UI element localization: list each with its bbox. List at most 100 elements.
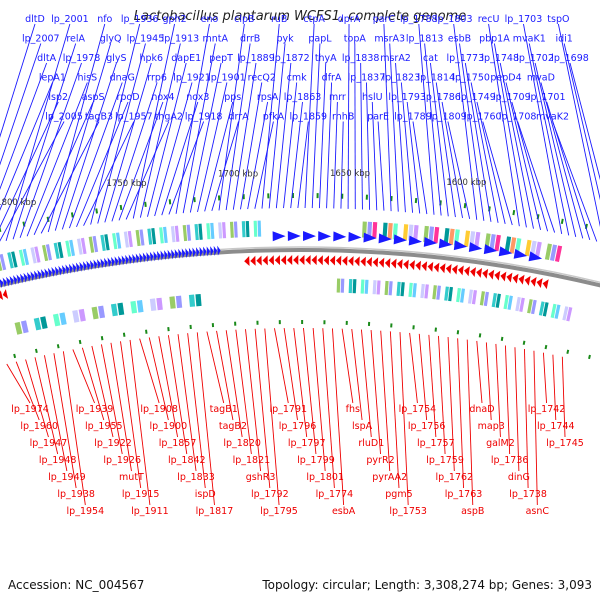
reverse-gene-label: lp_1756 xyxy=(408,421,446,432)
reverse-cog-block xyxy=(448,286,453,302)
forward-gene-label: hslU xyxy=(362,92,383,103)
reverse-gene-label: lp_1922 xyxy=(94,438,132,449)
forward-gene-label: hpk6 xyxy=(139,53,163,64)
reverse-gene-arrow xyxy=(476,267,483,278)
reverse-label-line xyxy=(561,356,566,438)
forward-gene-label: nox3 xyxy=(186,92,209,103)
forward-label-line xyxy=(453,23,478,220)
forward-gene-arrow xyxy=(33,270,38,281)
minor-tick xyxy=(13,353,17,359)
reverse-gene-label: lp_1759 xyxy=(426,455,464,466)
forward-cog-block xyxy=(257,220,262,237)
scale-label: 1700 kbp xyxy=(218,169,258,179)
forward-gene-label: parE xyxy=(367,112,389,123)
reverse-gene-arrow xyxy=(0,290,4,301)
forward-gene-arrow xyxy=(185,248,189,259)
forward-cog-block xyxy=(206,223,211,240)
reverse-gene-arrow xyxy=(366,257,373,268)
forward-cog-block xyxy=(524,239,532,257)
forward-label-line xyxy=(528,43,570,236)
reverse-gene-label: lp_1757 xyxy=(417,438,455,449)
reverse-gene-label: gshR3 xyxy=(246,472,276,483)
forward-gene-arrow xyxy=(348,231,362,242)
forward-cog-block xyxy=(88,236,95,253)
reverse-gene-label: lp_1738 xyxy=(509,489,547,500)
reverse-gene-arrow xyxy=(536,278,543,288)
reverse-gene-arrow xyxy=(378,257,385,268)
forward-gene-arrow xyxy=(363,232,377,243)
forward-gene-arrow xyxy=(61,265,66,275)
forward-label-line xyxy=(0,23,36,138)
reverse-label-line xyxy=(312,328,326,472)
forward-gene-label: lp_1750 xyxy=(452,73,490,84)
forward-cog-block xyxy=(210,222,215,240)
forward-gene-label: esbB xyxy=(448,34,471,45)
reverse-cog-block xyxy=(507,295,513,310)
forward-gene-label: msrA2 xyxy=(380,53,411,64)
reverse-label-line xyxy=(6,363,31,404)
forward-gene-arrow xyxy=(217,245,221,256)
forward-gene-label: rpsA xyxy=(257,92,279,103)
forward-label-line xyxy=(540,82,584,239)
forward-gene-label: clpB xyxy=(234,14,254,25)
forward-gene-arrow xyxy=(188,247,193,258)
minor-tick xyxy=(78,339,82,345)
reverse-gene-label: lp_1799 xyxy=(297,455,335,466)
reverse-gene-label: lp_1763 xyxy=(445,489,483,500)
reverse-label-line xyxy=(120,341,142,489)
forward-label-line xyxy=(347,23,350,209)
forward-gene-arrow xyxy=(79,261,84,272)
forward-cog-block xyxy=(253,220,258,237)
reverse-cog-block xyxy=(97,305,106,319)
forward-cog-block xyxy=(428,226,435,243)
reverse-label-line xyxy=(418,333,428,421)
reverse-cog-block xyxy=(14,321,23,335)
forward-cog-block xyxy=(163,226,168,244)
forward-gene-arrow xyxy=(30,271,35,282)
forward-gene-label: lp_1702 xyxy=(516,53,554,64)
forward-cog-block xyxy=(504,236,512,253)
forward-cog-block xyxy=(53,242,60,259)
reverse-label-line xyxy=(524,348,529,489)
forward-cog-block xyxy=(151,228,157,245)
forward-label-line xyxy=(523,23,563,235)
forward-gene-arrow xyxy=(103,257,108,268)
reverse-cog-block xyxy=(78,308,86,322)
forward-label-line xyxy=(26,82,88,237)
forward-gene-arrow xyxy=(2,277,7,288)
forward-cog-block xyxy=(34,246,41,263)
forward-gene-label: lp_1814 xyxy=(417,73,455,84)
forward-gene-arrow xyxy=(528,251,543,262)
forward-cog-block xyxy=(22,248,30,266)
reverse-cog-block xyxy=(388,281,393,296)
reverse-label-line xyxy=(53,353,77,489)
reverse-gene-label: lp_1797 xyxy=(288,438,326,449)
reverse-gene-arrow xyxy=(421,261,428,272)
minor-tick xyxy=(95,208,98,214)
forward-gene-label: drrA xyxy=(228,112,249,123)
reverse-gene-label: lp_1948 xyxy=(39,455,77,466)
forward-gene-label: pbp1A xyxy=(479,34,510,45)
reverse-gene-arrow xyxy=(445,263,452,274)
forward-label-line xyxy=(204,101,234,212)
reverse-cog-block xyxy=(456,287,462,303)
reverse-gene-label: lp_1796 xyxy=(279,421,317,432)
reverse-cog-block xyxy=(483,291,490,307)
reverse-cog-block xyxy=(110,303,118,317)
forward-gene-label: lp_1786 xyxy=(423,92,461,103)
forward-gene-arrow xyxy=(171,249,175,260)
reverse-cog-block xyxy=(436,285,441,300)
forward-gene-label: recU xyxy=(478,14,500,25)
forward-label-line xyxy=(441,101,463,219)
forward-gene-label: lp_1978 xyxy=(63,53,101,64)
forward-gene-label: dapE1 xyxy=(171,53,201,64)
forward-cog-block xyxy=(443,228,450,245)
reverse-label-line xyxy=(245,329,262,472)
forward-cog-block xyxy=(159,227,164,244)
forward-cog-block xyxy=(18,249,26,266)
forward-cog-block xyxy=(0,253,7,271)
scale-label: 1800 kbp xyxy=(0,198,36,208)
reverse-gene-label: lp_1736 xyxy=(491,455,529,466)
reverse-cog-block xyxy=(130,300,138,314)
forward-gene-arrow xyxy=(318,231,332,242)
